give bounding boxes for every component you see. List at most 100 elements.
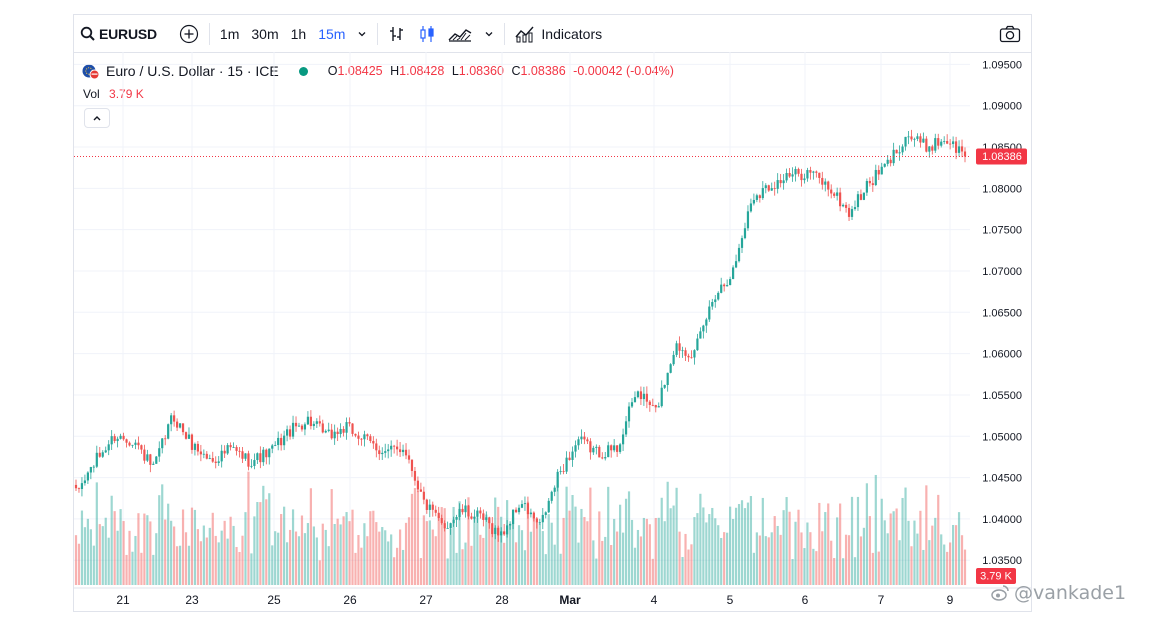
candle-body <box>491 523 494 535</box>
interval-15m[interactable]: 15m <box>312 15 351 53</box>
volume-bar <box>83 527 87 585</box>
volume-bar <box>190 507 194 585</box>
candle-body <box>598 446 601 458</box>
volume-bar <box>598 511 601 585</box>
eu-us-flag-icon <box>82 62 100 80</box>
candle-body <box>934 138 937 151</box>
candle-body <box>473 516 476 519</box>
candle-body <box>592 447 595 453</box>
candle-body <box>580 436 583 440</box>
interval-dropdown[interactable] <box>351 15 373 53</box>
candle-body <box>398 449 402 453</box>
price-tick-label: 1.06500 <box>982 307 1022 319</box>
volume-bar <box>360 547 363 585</box>
time-tick-label: 23 <box>185 593 199 607</box>
candle-body <box>514 509 518 513</box>
volume-bar <box>726 532 729 585</box>
candle-body <box>648 401 651 405</box>
candle-body <box>630 402 634 407</box>
interval-30m[interactable]: 30m <box>245 15 284 53</box>
candle-body <box>482 513 485 520</box>
candle-body <box>464 505 467 513</box>
bar-style-button[interactable] <box>382 15 412 53</box>
volume-bar <box>711 507 714 585</box>
volume-bar <box>877 551 880 585</box>
volume-bar <box>161 484 164 585</box>
volume-label[interactable]: Vol <box>83 87 100 101</box>
volume-bar <box>895 508 898 585</box>
volume-bar <box>859 536 863 585</box>
volume-bar <box>815 551 818 585</box>
chart-style-dropdown[interactable] <box>478 15 500 53</box>
candle-body <box>407 455 411 460</box>
indicators-label: Indicators <box>541 25 603 42</box>
volume-bar <box>824 512 827 585</box>
volume-bar <box>369 511 372 585</box>
candle-body <box>517 507 521 513</box>
candle-body <box>604 457 607 459</box>
candle-body <box>919 136 922 143</box>
candle-body <box>348 422 351 424</box>
price-tick-label: 1.03500 <box>982 555 1022 567</box>
last-price-badge <box>976 148 1027 165</box>
candle-body <box>83 480 87 484</box>
add-symbol-button[interactable] <box>173 15 205 53</box>
interval-1m[interactable]: 1m <box>214 15 245 53</box>
volume-bar <box>473 516 476 585</box>
candle-body <box>330 429 333 439</box>
candle-body <box>122 435 125 440</box>
candle-body <box>434 509 437 513</box>
candle-body <box>161 438 164 449</box>
volume-bar <box>853 557 857 585</box>
volume-bar <box>595 558 598 585</box>
candle-body <box>137 442 140 446</box>
candle-body <box>613 445 616 451</box>
volume-bar <box>642 517 645 585</box>
candle-body <box>170 415 173 425</box>
candle-body <box>503 531 506 535</box>
candle-body <box>937 138 940 146</box>
candle-body <box>116 438 119 442</box>
collapse-legend-button[interactable] <box>84 108 110 128</box>
candle-body <box>642 393 645 400</box>
volume-bar <box>119 509 122 585</box>
candle-body <box>184 432 188 439</box>
volume-bar <box>482 537 485 585</box>
candle-body <box>651 404 654 406</box>
volume-bar <box>633 547 637 585</box>
candle-body <box>413 470 417 481</box>
volume-bar <box>485 514 488 585</box>
volume-bar <box>651 558 654 585</box>
candle-body <box>681 350 684 352</box>
candle-body <box>202 453 205 455</box>
candle-body <box>871 183 874 186</box>
candle-body <box>131 444 134 446</box>
area-style-button[interactable] <box>442 15 478 53</box>
time-tick-label: 5 <box>727 593 734 607</box>
screenshot-button[interactable] <box>993 15 1027 53</box>
volume-bar <box>862 527 866 585</box>
candle-body <box>553 487 556 492</box>
volume-bar <box>113 511 116 585</box>
volume-bar <box>235 547 238 585</box>
weibo-logo-icon <box>990 583 1010 603</box>
volume-bar <box>547 514 550 585</box>
volume-bar <box>821 531 824 585</box>
candle-body <box>666 372 669 386</box>
volume-bar <box>672 505 675 585</box>
volume-bar <box>80 510 84 585</box>
volume-bar <box>803 548 806 585</box>
candle-body <box>98 452 101 457</box>
volume-bar <box>934 517 937 585</box>
candle-body <box>294 422 298 427</box>
volume-bar <box>830 540 833 585</box>
time-tick-label: 26 <box>343 593 357 607</box>
symbol-search[interactable]: EURUSD <box>74 15 163 53</box>
indicators-button[interactable]: Indicators <box>509 15 608 53</box>
interval-1h[interactable]: 1h <box>285 15 313 53</box>
volume-bar <box>865 483 868 585</box>
candle-body <box>164 438 167 440</box>
candle-style-button[interactable] <box>412 15 442 53</box>
candle-body <box>232 447 235 448</box>
